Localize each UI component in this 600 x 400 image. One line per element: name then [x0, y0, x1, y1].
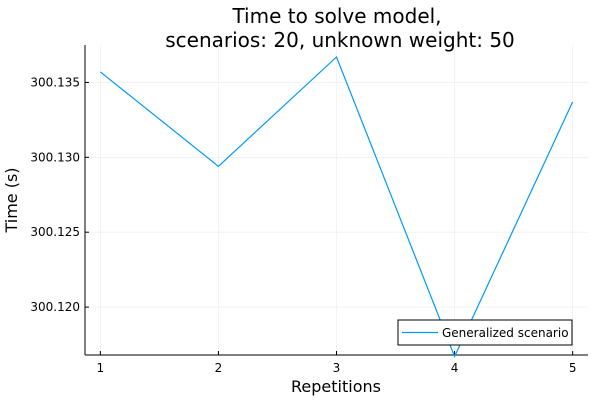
y-tick-label-3: 300.135 [30, 75, 80, 89]
y-tick-label-0: 300.120 [30, 300, 80, 314]
series-line-0 [99, 55, 574, 359]
chart-title-line-1: Time to solve model, [231, 4, 441, 28]
y-ticks: 300.120 300.125 300.130 300.135 [30, 75, 89, 314]
x-tick-label-3: 3 [333, 361, 341, 375]
grid [85, 45, 588, 355]
x-tick-label-4: 4 [451, 361, 459, 375]
y-axis-label: Time (s) [2, 167, 21, 233]
series-group [99, 55, 574, 359]
x-tick-label-2: 2 [215, 361, 223, 375]
legend-label: Generalized scenario [442, 326, 569, 340]
x-tick-label-1: 1 [97, 361, 105, 375]
legend: Generalized scenario [397, 319, 573, 346]
y-tick-label-1: 300.125 [30, 225, 80, 239]
x-tick-label-5: 5 [569, 361, 577, 375]
x-ticks: 1 2 3 4 5 [97, 351, 577, 375]
x-axis-label: Repetitions [291, 377, 381, 396]
chart-title-line-2: scenarios: 20, unknown weight: 50 [165, 28, 515, 52]
y-tick-label-2: 300.130 [30, 150, 80, 164]
